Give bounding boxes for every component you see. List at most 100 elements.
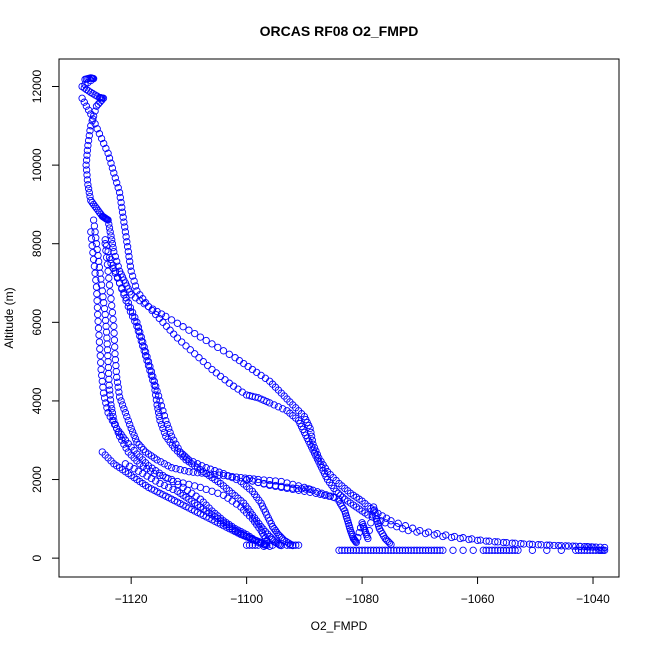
data-point xyxy=(133,438,141,446)
data-point xyxy=(144,462,153,470)
data-point xyxy=(104,409,112,417)
data-point xyxy=(102,246,110,255)
data-point xyxy=(312,447,320,455)
data-point xyxy=(276,541,284,549)
data-point xyxy=(125,252,133,261)
data-point xyxy=(219,347,228,355)
data-point xyxy=(465,535,473,544)
data-point xyxy=(150,377,158,385)
data-point xyxy=(364,534,372,543)
data-point xyxy=(381,546,389,554)
data-point xyxy=(283,541,291,549)
data-point xyxy=(329,493,337,501)
data-point xyxy=(89,90,97,98)
data-point xyxy=(439,546,447,554)
data-point xyxy=(124,247,132,256)
data-point xyxy=(410,546,418,554)
data-point xyxy=(344,546,352,554)
data-point xyxy=(154,409,163,417)
data-point xyxy=(365,526,373,535)
data-point xyxy=(261,541,270,549)
data-point xyxy=(121,460,130,468)
data-point xyxy=(143,356,151,365)
data-point xyxy=(155,469,163,477)
x-tick-label: −1100 xyxy=(230,592,263,606)
data-point xyxy=(589,546,597,554)
data-point xyxy=(212,369,220,377)
y-tick-label: 4000 xyxy=(30,387,44,414)
data-point xyxy=(116,193,124,202)
data-point xyxy=(118,208,127,216)
data-point xyxy=(147,474,156,483)
data-point xyxy=(488,546,496,554)
data-point xyxy=(126,262,135,270)
data-point xyxy=(528,546,537,554)
data-point xyxy=(325,492,333,500)
data-point xyxy=(84,136,93,145)
data-point xyxy=(266,476,274,485)
data-point xyxy=(128,428,137,436)
data-point xyxy=(108,405,116,413)
data-point xyxy=(111,269,119,277)
data-point xyxy=(338,493,347,501)
data-point xyxy=(82,166,91,174)
data-point xyxy=(482,537,490,545)
data-point xyxy=(100,394,109,402)
data-point xyxy=(80,98,88,106)
data-point xyxy=(91,120,99,128)
data-point xyxy=(102,322,110,330)
data-point xyxy=(121,228,130,236)
data-point xyxy=(308,436,316,444)
data-point xyxy=(214,343,222,352)
data-point xyxy=(372,512,380,520)
data-point xyxy=(424,546,433,554)
data-point xyxy=(106,288,114,296)
data-point xyxy=(270,401,278,409)
data-point xyxy=(430,531,438,539)
data-point xyxy=(143,472,151,480)
data-point xyxy=(123,243,132,251)
data-point xyxy=(407,546,415,554)
data-point xyxy=(92,102,101,110)
y-tick-label: 10000 xyxy=(30,148,44,182)
data-point xyxy=(228,472,236,481)
data-point xyxy=(130,277,138,285)
data-point xyxy=(352,538,360,547)
data-point xyxy=(245,541,254,549)
data-point xyxy=(354,533,362,542)
data-point xyxy=(124,416,132,425)
data-point xyxy=(148,306,156,315)
data-point xyxy=(89,255,98,264)
data-point xyxy=(99,383,107,391)
data-point xyxy=(106,228,114,236)
data-point xyxy=(241,474,249,482)
data-point xyxy=(564,542,573,550)
data-point xyxy=(152,477,160,485)
x-tick-label: −1060 xyxy=(461,592,495,606)
data-point xyxy=(105,281,114,289)
data-point xyxy=(195,354,203,362)
data-point xyxy=(476,536,485,544)
data-point xyxy=(494,546,502,554)
data-point xyxy=(160,428,169,437)
data-point xyxy=(144,357,153,366)
data-point xyxy=(511,546,519,554)
data-point xyxy=(93,290,101,298)
data-point xyxy=(94,100,102,108)
data-point xyxy=(115,388,123,396)
data-point xyxy=(395,546,404,554)
data-point xyxy=(185,326,193,334)
data-point xyxy=(167,316,176,324)
data-point xyxy=(364,511,372,519)
data-point xyxy=(189,468,197,476)
data-point xyxy=(95,331,103,339)
data-point xyxy=(104,352,112,360)
data-point xyxy=(196,333,205,341)
data-point xyxy=(378,546,386,554)
data-point xyxy=(338,546,346,554)
data-point xyxy=(170,330,178,338)
data-point xyxy=(131,282,140,290)
data-point xyxy=(155,412,163,421)
data-point xyxy=(106,391,114,399)
data-point xyxy=(120,405,128,413)
